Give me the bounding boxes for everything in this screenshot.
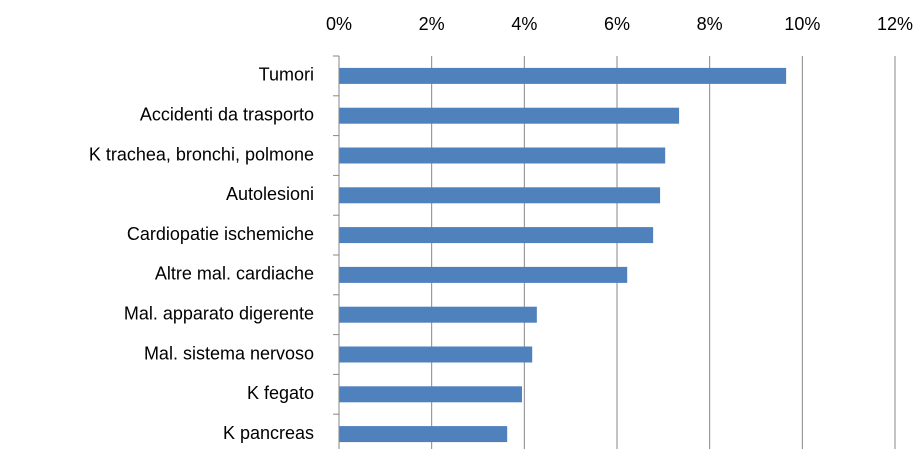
y-tick-label: Tumori	[259, 65, 314, 85]
x-tick-label: 4%	[511, 14, 537, 34]
x-tick-label: 0%	[326, 14, 352, 34]
bar	[339, 346, 533, 363]
y-tick-label: Altre mal. cardiache	[155, 264, 314, 284]
y-tick-label: Mal. apparato digerente	[124, 303, 314, 323]
bar	[339, 266, 628, 283]
y-tick-label: Accidenti da trasporto	[140, 104, 314, 124]
y-tick-label: Cardiopatie ischemiche	[127, 224, 314, 244]
y-tick-label: K trachea, bronchi, polmone	[89, 144, 314, 164]
x-tick-label: 8%	[697, 14, 723, 34]
bar	[339, 107, 680, 124]
bar	[339, 426, 508, 443]
y-tick-label: K fegato	[247, 383, 314, 403]
y-tick-label: K pancreas	[223, 423, 314, 443]
x-tick-label: 10%	[784, 14, 820, 34]
bar	[339, 306, 537, 323]
x-tick-label: 2%	[419, 14, 445, 34]
y-tick-label: Mal. sistema nervoso	[144, 343, 314, 363]
bar	[339, 67, 787, 84]
bar	[339, 386, 523, 403]
y-tick-label: Autolesioni	[226, 184, 314, 204]
bar	[339, 227, 654, 244]
bar	[339, 187, 661, 204]
x-tick-label: 6%	[604, 14, 630, 34]
x-tick-label: 12%	[877, 14, 913, 34]
bar	[339, 147, 666, 164]
